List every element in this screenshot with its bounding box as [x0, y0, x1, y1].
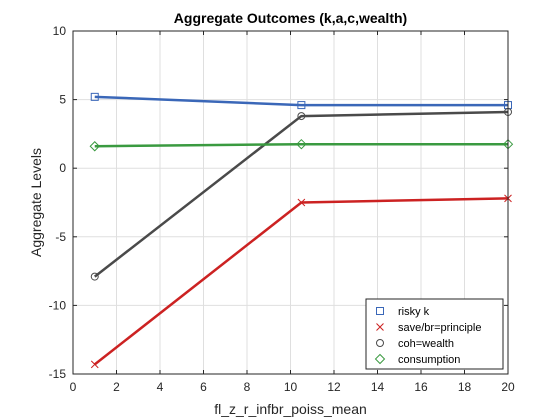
x-tick-label: 8	[244, 380, 251, 394]
legend-label: risky k	[398, 306, 430, 318]
legend-marker	[374, 353, 386, 365]
x-tick-label: 6	[200, 380, 207, 394]
x-tick-label: 2	[113, 380, 120, 394]
data-point	[297, 101, 306, 110]
ticks: 0 2 4 6 8 10 12 14 16 18 20 -15 -10 -5 0 5 10	[49, 24, 515, 394]
series-0	[90, 92, 512, 110]
legend-marker	[376, 339, 384, 347]
data-point	[90, 360, 99, 369]
data-point	[90, 272, 99, 281]
legend-label: coh=wealth	[398, 338, 454, 350]
legend-marker	[376, 307, 384, 315]
legend-label: consumption	[398, 354, 460, 366]
legend-entry: coh=wealth	[376, 338, 454, 350]
series-line	[94, 95, 508, 107]
series-line	[93, 110, 509, 278]
y-tick-label: 5	[59, 93, 66, 107]
x-tick-label: 16	[414, 380, 428, 394]
legend-marker	[376, 323, 384, 331]
legend-entry: risky k	[376, 306, 430, 318]
y-tick-label: 0	[59, 161, 66, 175]
y-tick-label: 10	[53, 24, 67, 38]
x-tick-label: 18	[458, 380, 472, 394]
chart-title: Aggregate Outcomes (k,a,c,wealth)	[174, 10, 407, 26]
data-point	[296, 138, 307, 150]
x-tick-label: 4	[157, 380, 164, 394]
legend-label: save/br=principle	[398, 322, 481, 334]
x-tick-label: 0	[70, 380, 77, 394]
legend-box	[365, 298, 504, 370]
y-tick-label: -15	[49, 367, 67, 381]
x-tick-label: 20	[501, 380, 515, 394]
y-tick-label: -10	[49, 298, 67, 312]
y-axis-label: Aggregate Levels	[28, 148, 44, 257]
series-layer	[89, 92, 514, 369]
data-point	[297, 112, 306, 121]
data-point	[297, 198, 306, 207]
legend-entry: consumption	[374, 353, 460, 366]
data-point	[90, 92, 99, 101]
x-axis-label: fl_z_r_infbr_poiss_mean	[214, 401, 367, 417]
legend: risky k save/br=principle coh=wealth consum…	[365, 298, 504, 370]
legend-entry: save/br=principle	[376, 322, 481, 334]
y-tick-label: -5	[55, 230, 66, 244]
series-line	[94, 142, 508, 148]
data-point	[89, 141, 100, 152]
x-tick-label: 12	[327, 380, 341, 394]
x-tick-label: 10	[284, 380, 298, 394]
x-tick-label: 14	[371, 380, 385, 394]
